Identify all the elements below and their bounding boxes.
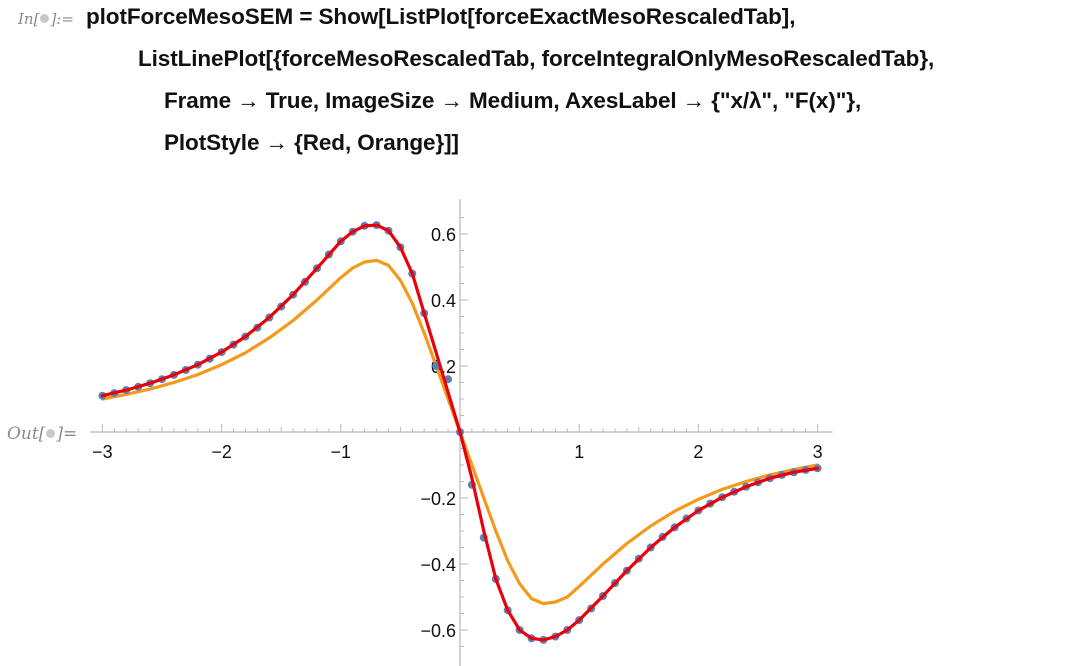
input-label-suffix: ]:=	[50, 10, 74, 28]
plot-axes: −3 −2 −1 1 2 30.60.40.2−0.2−0.4−0.6	[90, 199, 833, 666]
code-line-2[interactable]: ListLinePlot[{forceMesoRescaledTab, forc…	[138, 46, 935, 71]
output-cell-label[interactable]: Out[ ]=	[7, 424, 77, 444]
series-red-line	[100, 223, 820, 642]
x-tick-label: −1	[331, 442, 352, 462]
x-tick-label: 2	[693, 442, 703, 462]
cell-status-dot-icon	[40, 14, 50, 23]
input-cell-label[interactable]: In[ ]:=	[18, 10, 74, 28]
output-status-dot-icon	[46, 429, 56, 438]
y-tick-label: −0.2	[420, 489, 456, 509]
input-label-prefix: In[	[18, 10, 40, 28]
code-line-1[interactable]: plotForceMesoSEM = Show[ListPlot[forceEx…	[86, 4, 796, 29]
x-tick-label: −2	[211, 442, 232, 462]
y-tick-label: −0.6	[420, 621, 456, 641]
code-line-4[interactable]: PlotStyle → {Red, Orange}]]	[164, 130, 459, 155]
x-tick-label: −3	[92, 442, 113, 462]
x-tick-label: 3	[813, 442, 823, 462]
y-tick-label: 0.4	[431, 291, 456, 311]
y-tick-label: −0.4	[420, 555, 456, 575]
code-line-3[interactable]: Frame → True, ImageSize → Medium, AxesLa…	[164, 88, 862, 113]
output-label-suffix: ]=	[56, 424, 78, 444]
plot-series	[98, 221, 822, 644]
y-tick-label: 0.6	[431, 225, 456, 245]
output-label-prefix: Out[	[7, 424, 46, 444]
x-tick-label: 1	[574, 442, 584, 462]
